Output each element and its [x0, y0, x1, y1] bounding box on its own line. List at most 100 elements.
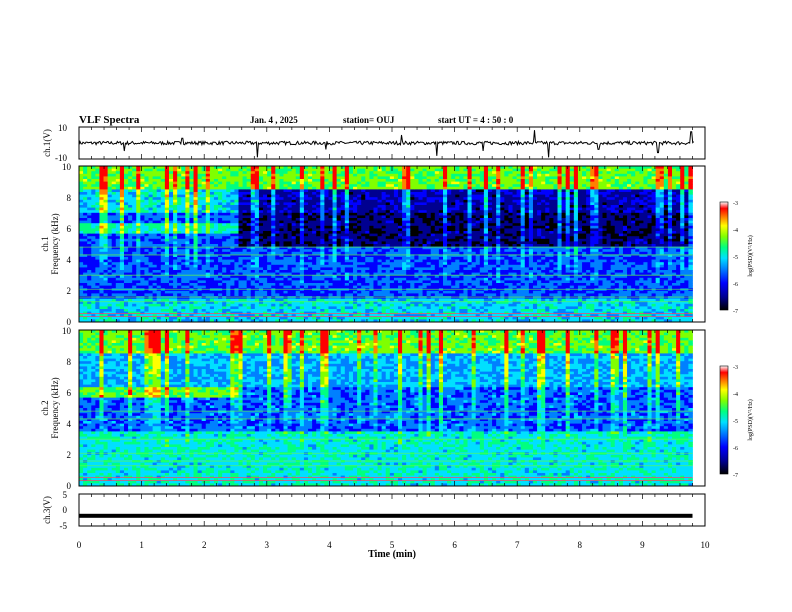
spectrogram-cell — [283, 249, 288, 253]
spectrogram-cell — [283, 212, 288, 216]
spectrogram-cell — [353, 293, 358, 297]
spectrogram-cell — [258, 298, 264, 302]
spectrogram-cell — [308, 223, 313, 227]
spectrogram-cell — [230, 225, 235, 229]
spectrogram-cell — [369, 233, 374, 237]
spectrogram-cell — [164, 181, 170, 185]
spectrogram-cell — [312, 301, 317, 305]
spectrogram-cell — [377, 296, 383, 299]
spectrogram-cell — [156, 277, 162, 281]
spectrogram-cell — [299, 267, 305, 271]
spectrogram-cell — [316, 298, 321, 302]
spectrogram-cell — [385, 225, 391, 229]
spectrogram-cell — [361, 277, 366, 281]
spectrogram-cell — [340, 288, 346, 292]
spectrogram-cell — [123, 225, 129, 229]
spectrogram-cell — [226, 225, 231, 229]
spectrogram-cell — [398, 244, 403, 247]
spectrogram-cell — [357, 254, 362, 258]
spectrogram-cell — [95, 233, 100, 237]
spectrogram-cell — [234, 283, 239, 286]
spectrogram-cell — [369, 296, 374, 299]
spectrogram-cell — [189, 207, 194, 211]
spectrogram-cell — [263, 251, 268, 255]
spectrogram-cell — [140, 212, 145, 216]
spectrogram-cell — [275, 220, 280, 224]
spectrogram-cell — [128, 173, 133, 177]
spectrogram-cell — [234, 205, 239, 208]
spectrogram-cell — [406, 241, 411, 245]
spectrogram-cell — [164, 233, 170, 237]
spectrogram-cell — [79, 218, 84, 221]
spectrogram-cell — [353, 184, 358, 188]
spectrogram-cell — [79, 254, 84, 258]
spectrogram-cell — [99, 179, 104, 182]
spectrogram-cell — [410, 179, 415, 182]
spectrogram-cell — [103, 207, 109, 211]
spectrogram-cell — [353, 301, 358, 305]
spectrogram-cell — [132, 228, 137, 232]
spectrogram-cell — [128, 246, 133, 250]
spectrogram-cell — [303, 231, 309, 234]
spectrogram-cell — [398, 309, 403, 312]
spectrogram-cell — [242, 236, 248, 240]
spectrogram-cell — [381, 267, 387, 271]
spectrogram-cell — [344, 272, 350, 276]
spectrogram-cell — [222, 316, 227, 320]
spectrogram-cell — [128, 228, 133, 232]
spectrogram-cell — [398, 277, 403, 281]
spectrogram-cell — [381, 264, 387, 268]
spectrogram-cell — [258, 267, 264, 271]
spectrogram-cell — [230, 166, 235, 169]
spectrogram-cell — [303, 236, 309, 240]
spectrogram-cell — [132, 283, 137, 286]
spectrogram-cell — [83, 186, 88, 190]
spectrogram-cell — [377, 179, 383, 182]
spectrogram-cell — [361, 207, 366, 211]
spectrogram-cell — [316, 309, 321, 312]
spectrogram-cell — [316, 288, 321, 292]
spectrogram-cell — [222, 267, 227, 271]
spectrogram-cell — [222, 215, 227, 219]
spectrogram-cell — [87, 267, 92, 271]
spectrogram-cell — [123, 207, 129, 211]
spectrogram-cell — [295, 259, 301, 263]
spectrogram-cell — [291, 181, 297, 185]
spectrogram-cell — [275, 264, 280, 268]
spectrogram-cell — [348, 280, 354, 284]
spectrogram-cell — [308, 303, 313, 307]
spectrogram-cell — [267, 246, 272, 250]
spectrogram-cell — [226, 275, 231, 279]
spectrogram-cell — [83, 166, 88, 169]
spectrogram-cell — [242, 212, 248, 216]
spectrogram-cell — [381, 236, 387, 240]
spectrogram-cell — [209, 257, 215, 260]
spectrogram-cell — [136, 272, 141, 276]
spectrogram-cell — [365, 207, 370, 211]
spectrogram-cell — [348, 296, 354, 299]
spectrogram-cell — [213, 184, 219, 188]
spectrogram-cell — [287, 254, 293, 258]
spectrogram-cell — [156, 275, 162, 279]
spectrogram-cell — [123, 168, 129, 172]
spectrogram-cell — [344, 212, 350, 216]
spectrogram-cell — [267, 309, 272, 312]
spectrogram-cell — [271, 254, 276, 258]
spectrogram-cell — [303, 168, 309, 172]
spectrogram-cell — [111, 176, 117, 180]
spectrogram-cell — [279, 184, 284, 188]
spectrogram-cell — [213, 207, 219, 211]
spectrogram-cell — [369, 262, 374, 266]
spectrogram-cell — [140, 267, 145, 271]
spectrogram-cell — [393, 262, 399, 266]
spectrogram-cell — [340, 280, 346, 284]
spectrogram-cell — [393, 192, 399, 195]
spectrogram-cell — [308, 306, 313, 310]
spectrogram-cell — [160, 301, 166, 305]
spectrogram-cell — [226, 168, 231, 172]
spectrogram-cell — [381, 184, 387, 188]
spectrogram-cell — [128, 171, 133, 175]
spectrogram-cell — [381, 288, 387, 292]
spectrogram-cell — [258, 293, 264, 297]
spectrogram-cell — [279, 259, 284, 263]
